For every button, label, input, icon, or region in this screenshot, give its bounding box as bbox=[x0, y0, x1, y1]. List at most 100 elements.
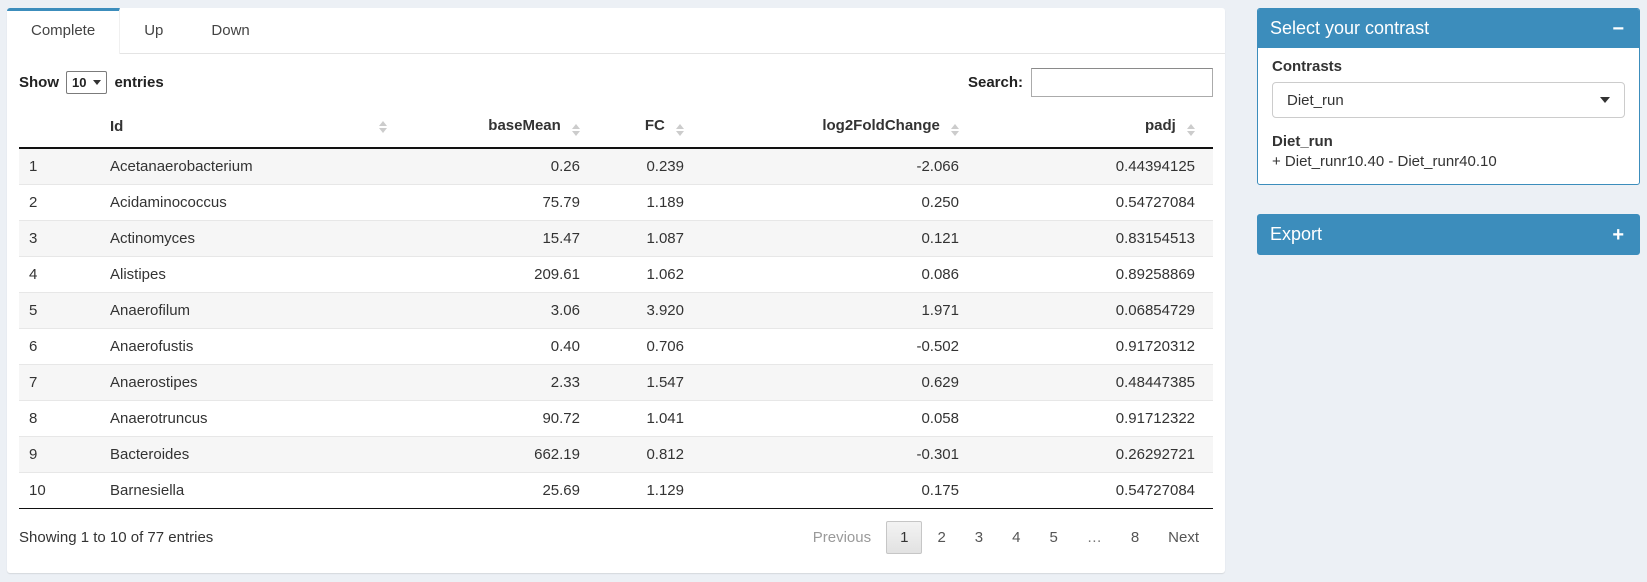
column-header-index bbox=[19, 107, 100, 149]
previous-page-button[interactable]: Previous bbox=[812, 529, 872, 546]
sort-icon[interactable] bbox=[676, 124, 684, 136]
sort-icon[interactable] bbox=[572, 124, 580, 136]
cell-fc: 3.920 bbox=[646, 302, 684, 319]
table-row: 9 Bacteroides 662.19 0.812 -0.301 0.26292721 bbox=[19, 436, 1213, 473]
cell-basemean: 25.69 bbox=[542, 482, 580, 499]
tab-down[interactable]: Down bbox=[211, 22, 250, 39]
export-panel-header[interactable]: Export + bbox=[1257, 214, 1640, 255]
page-length-value: 10 bbox=[72, 75, 87, 90]
show-label: Show bbox=[19, 74, 59, 91]
cell-basemean: 90.72 bbox=[542, 410, 580, 427]
contrast-formula: + Diet_runr10.40 - Diet_runr40.10 bbox=[1272, 153, 1497, 170]
results-panel: Complete Up Down Show 10 entries Search: bbox=[7, 8, 1225, 573]
contrast-panel: Select your contrast − Contrasts Diet_ru… bbox=[1257, 8, 1640, 185]
contrast-name: Diet_run bbox=[1272, 133, 1333, 150]
table-row: 1 Acetanaerobacterium 0.26 0.239 -2.066 0.443… bbox=[19, 148, 1213, 185]
results-table: Id baseMean FC log2FoldChange bbox=[19, 107, 1213, 509]
cell-log2foldchange: 0.086 bbox=[921, 266, 959, 283]
page-length-select[interactable]: 10 bbox=[66, 71, 108, 94]
cell-log2foldchange: 0.250 bbox=[921, 194, 959, 211]
cell-log2foldchange: 0.629 bbox=[921, 374, 959, 391]
column-label: padj bbox=[1144, 117, 1176, 134]
expand-icon[interactable]: + bbox=[1612, 223, 1624, 246]
cell-padj: 0.06854729 bbox=[1115, 302, 1195, 319]
cell-padj: 0.83154513 bbox=[1115, 230, 1195, 247]
cell-index: 2 bbox=[29, 194, 38, 211]
column-label: log2FoldChange bbox=[822, 117, 940, 134]
sidebar: Select your contrast − Contrasts Diet_ru… bbox=[1257, 8, 1640, 255]
cell-log2foldchange: 0.121 bbox=[921, 230, 959, 247]
page-button-3[interactable]: 3 bbox=[974, 529, 984, 546]
column-header-padj[interactable]: padj bbox=[969, 107, 1213, 149]
cell-basemean: 209.61 bbox=[534, 266, 580, 283]
cell-index: 9 bbox=[29, 446, 38, 463]
search-input[interactable] bbox=[1031, 68, 1213, 97]
tab-up[interactable]: Up bbox=[144, 22, 164, 39]
contrast-select[interactable]: Diet_run bbox=[1272, 82, 1625, 118]
table-footer: Showing 1 to 10 of 77 entries Previous 1… bbox=[19, 521, 1213, 554]
cell-fc: 1.189 bbox=[646, 194, 684, 211]
page-button-2[interactable]: 2 bbox=[937, 529, 946, 546]
cell-id: Bacteroides bbox=[110, 446, 190, 463]
cell-padj: 0.44394125 bbox=[1115, 158, 1195, 175]
table-row: 4 Alistipes 209.61 1.062 0.086 0.89258869 bbox=[19, 256, 1213, 293]
cell-fc: 0.706 bbox=[646, 338, 684, 355]
cell-basemean: 2.33 bbox=[550, 374, 580, 391]
cell-index: 3 bbox=[29, 230, 38, 247]
table-row: 7 Anaerostipes 2.33 1.547 0.629 0.48447385 bbox=[19, 364, 1213, 401]
column-label: FC bbox=[644, 117, 665, 134]
cell-padj: 0.91712322 bbox=[1115, 410, 1195, 427]
page-button-1[interactable]: 1 bbox=[886, 521, 923, 554]
cell-padj: 0.54727084 bbox=[1115, 194, 1195, 211]
caret-down-icon bbox=[1600, 97, 1610, 103]
collapse-icon[interactable]: − bbox=[1612, 17, 1624, 40]
cell-padj: 0.89258869 bbox=[1115, 266, 1195, 283]
sort-icon[interactable] bbox=[1187, 124, 1195, 136]
cell-fc: 0.812 bbox=[646, 446, 684, 463]
cell-log2foldchange: 0.058 bbox=[921, 410, 959, 427]
tab-complete[interactable]: Complete bbox=[7, 8, 121, 54]
cell-basemean: 75.79 bbox=[542, 194, 580, 211]
sort-icon[interactable] bbox=[379, 121, 387, 133]
cell-id: Anaerotruncus bbox=[110, 410, 208, 427]
column-header-fc[interactable]: FC bbox=[590, 107, 694, 149]
table-row: 8 Anaerotruncus 90.72 1.041 0.058 0.91712322 bbox=[19, 400, 1213, 437]
cell-index: 5 bbox=[29, 302, 38, 319]
results-tabs: Complete Up Down bbox=[7, 8, 1225, 54]
cell-log2foldchange: 0.175 bbox=[921, 482, 959, 499]
cell-log2foldchange: -0.502 bbox=[916, 338, 959, 355]
cell-basemean: 662.19 bbox=[534, 446, 580, 463]
cell-fc: 1.062 bbox=[646, 266, 684, 283]
search-label: Search: bbox=[967, 74, 1023, 91]
cell-fc: 1.547 bbox=[646, 374, 684, 391]
cell-id: Acidaminococcus bbox=[110, 194, 227, 211]
table-container: Show 10 entries Search: bbox=[7, 54, 1225, 573]
sort-icon[interactable] bbox=[951, 124, 959, 136]
cell-padj: 0.91720312 bbox=[1115, 338, 1195, 355]
table-row: 5 Anaerofilum 3.06 3.920 1.971 0.06854729 bbox=[19, 292, 1213, 329]
page-ellipsis: … bbox=[1086, 529, 1102, 546]
cell-basemean: 0.40 bbox=[550, 338, 580, 355]
column-header-id[interactable]: Id bbox=[100, 107, 395, 149]
column-header-basemean[interactable]: baseMean bbox=[395, 107, 590, 149]
page-button-5[interactable]: 5 bbox=[1049, 529, 1058, 546]
table-row: 3 Actinomyces 15.47 1.087 0.121 0.83154513 bbox=[19, 220, 1213, 257]
next-page-button[interactable]: Next bbox=[1168, 529, 1199, 546]
entries-label: entries bbox=[114, 74, 164, 91]
table-row: 2 Acidaminococcus 75.79 1.189 0.250 0.5472708… bbox=[19, 184, 1213, 221]
cell-id: Anaerostipes bbox=[110, 374, 198, 391]
cell-fc: 1.129 bbox=[646, 482, 684, 499]
cell-id: Alistipes bbox=[110, 266, 166, 283]
cell-id: Actinomyces bbox=[110, 230, 196, 247]
column-label: baseMean bbox=[488, 117, 561, 134]
contrast-panel-header: Select your contrast − bbox=[1258, 9, 1639, 48]
table-row: 10 Barnesiella 25.69 1.129 0.175 0.54727084 bbox=[19, 472, 1213, 509]
table-row: 6 Anaerofustis 0.40 0.706 -0.502 0.91720312 bbox=[19, 328, 1213, 365]
table-controls: Show 10 entries Search: bbox=[19, 68, 1213, 97]
cell-id: Anaerofilum bbox=[110, 302, 191, 319]
page-button-8[interactable]: 8 bbox=[1130, 529, 1140, 546]
page-button-4[interactable]: 4 bbox=[1012, 529, 1021, 546]
cell-basemean: 0.26 bbox=[550, 158, 580, 175]
contrast-select-value: Diet_run bbox=[1287, 91, 1344, 109]
column-header-log2foldchange[interactable]: log2FoldChange bbox=[694, 107, 969, 149]
